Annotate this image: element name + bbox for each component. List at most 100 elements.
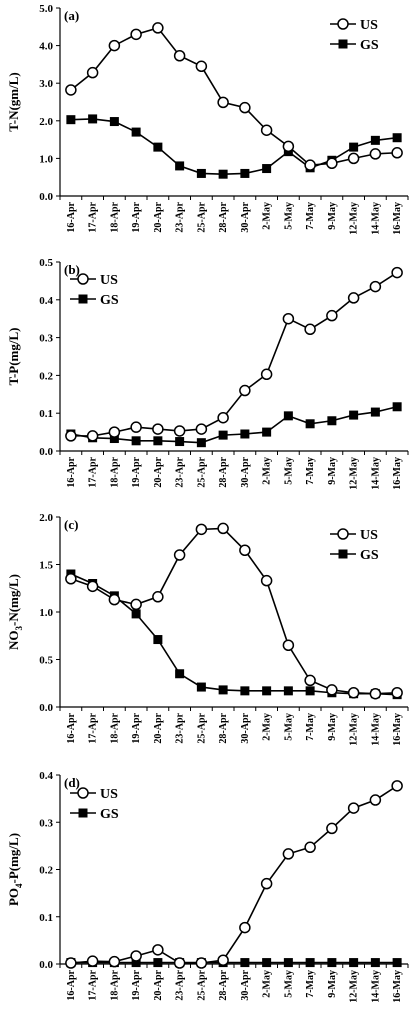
x-tick-label: 25-Apr (196, 456, 207, 487)
y-axis-label: T-P(mg/L) (6, 327, 21, 385)
data-point-US (282, 312, 295, 325)
panel-label: (c) (64, 517, 78, 532)
data-point-GS (283, 686, 293, 696)
x-tick-label: 14-May (370, 970, 381, 1003)
data-point-GS (283, 411, 293, 421)
data-point-US (173, 425, 186, 437)
x-tick-label: 9-May (327, 202, 338, 230)
x-tick-label: 7-May (305, 970, 316, 998)
data-point-US (195, 523, 208, 536)
data-point-US (65, 84, 77, 96)
y-tick-label: 0.4 (39, 770, 53, 782)
data-point-GS (240, 429, 250, 439)
data-point-US (326, 157, 338, 170)
x-tick-label: 14-May (370, 202, 381, 235)
x-tick-label: 18-Apr (109, 969, 120, 1000)
y-tick-label: 0.5 (39, 655, 53, 667)
y-tick-label: 0.3 (39, 817, 53, 829)
data-point-GS (392, 958, 402, 968)
series-line-GS (70, 118, 398, 175)
data-point-US (369, 280, 382, 293)
data-point-US (282, 848, 295, 860)
x-tick-label: 16-Apr (66, 969, 77, 1000)
data-point-US (130, 421, 142, 433)
x-tick-label: 16-May (392, 970, 403, 1003)
data-point-GS (305, 686, 315, 696)
data-point-US (130, 28, 142, 41)
legend-marker (338, 39, 348, 49)
data-point-GS (66, 115, 76, 125)
y-tick-label: 0.1 (39, 912, 53, 924)
x-tick-label: 2-May (262, 970, 273, 998)
x-tick-label: 18-Apr (109, 201, 120, 232)
legend-marker (77, 787, 89, 799)
data-point-US (347, 687, 360, 699)
x-tick-label: 20-Apr (153, 969, 164, 1000)
chart-panel-1: 0.0 1.0 2.0 3.0 4.0 5.0 16-Apr 17-Apr 18-Apr 19-A… (6, 3, 409, 235)
data-point-GS (196, 682, 206, 692)
data-point-US (65, 573, 77, 585)
data-point-GS (262, 958, 272, 968)
data-point-US (239, 101, 251, 114)
panel-label: (b) (64, 262, 80, 277)
data-point-GS (175, 669, 185, 679)
data-point-US (369, 148, 382, 160)
data-point-US (195, 60, 208, 73)
x-tick-label: 19-Apr (131, 712, 142, 743)
data-point-US (391, 780, 403, 792)
data-point-US (65, 957, 77, 969)
y-tick-label: 1.5 (39, 560, 53, 572)
legend-label: US (100, 787, 118, 802)
data-point-US (304, 674, 316, 687)
legend-label: US (360, 528, 378, 543)
data-point-US (282, 639, 295, 651)
data-point-US (282, 140, 295, 153)
legend-marker (338, 549, 348, 559)
x-tick-label: 17-Apr (88, 712, 99, 743)
data-point-GS (218, 685, 228, 695)
data-point-GS (262, 164, 272, 174)
x-tick-label: 17-Apr (88, 456, 99, 487)
x-tick-label: 30-Apr (240, 201, 251, 232)
data-point-GS (349, 142, 359, 152)
data-point-GS (305, 958, 315, 968)
x-tick-label: 30-Apr (240, 456, 251, 487)
data-point-US (86, 580, 99, 593)
y-tick-label: 1.0 (39, 607, 53, 619)
data-point-US (86, 955, 99, 967)
y-tick-label: 4.0 (39, 41, 53, 53)
series-line-GS (70, 405, 398, 444)
data-point-GS (392, 402, 402, 412)
x-tick-label: 16-May (392, 713, 403, 746)
series-line-US (70, 271, 398, 437)
data-point-GS (240, 686, 250, 696)
data-point-US (65, 430, 77, 442)
data-point-US (86, 430, 99, 442)
data-point-GS (392, 133, 402, 143)
x-tick-label: 5-May (283, 457, 294, 485)
x-tick-label: 19-Apr (131, 969, 142, 1000)
y-tick-label: 0.1 (39, 408, 53, 420)
data-point-GS (370, 958, 380, 968)
panel-label: (d) (64, 775, 80, 790)
data-point-GS (131, 127, 141, 137)
data-point-US (195, 957, 208, 969)
data-point-GS (131, 958, 141, 968)
data-point-GS (153, 436, 163, 446)
legend-marker (77, 273, 89, 285)
data-point-US (347, 152, 360, 165)
y-tick-label: 3.0 (39, 78, 53, 90)
x-tick-label: 9-May (327, 713, 338, 741)
y-tick-label: 2.0 (39, 512, 53, 524)
x-tick-label: 5-May (283, 713, 294, 741)
panel-label: (a) (64, 8, 79, 23)
y-tick-label: 0.0 (39, 191, 53, 203)
data-point-US (130, 598, 142, 611)
legend-label: US (100, 273, 118, 288)
y-tick-label: 0.2 (39, 865, 53, 877)
x-tick-label: 25-Apr (196, 969, 207, 1000)
data-point-GS (175, 161, 185, 171)
data-point-GS (262, 427, 272, 437)
series-line-US (70, 527, 398, 695)
data-point-US (173, 50, 186, 62)
